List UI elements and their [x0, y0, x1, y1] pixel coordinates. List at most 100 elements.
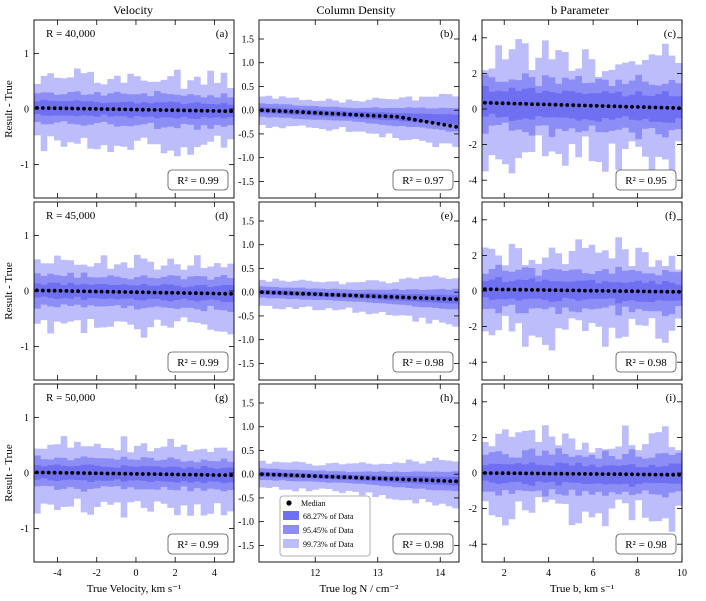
median-point	[140, 290, 145, 295]
median-point	[647, 472, 652, 477]
median-point	[424, 478, 429, 483]
median-point	[105, 107, 110, 111]
median-point	[46, 470, 51, 475]
median-point	[111, 471, 116, 476]
median-point	[117, 290, 122, 294]
y-tick-label: -4	[469, 540, 477, 551]
median-point	[313, 292, 317, 296]
x-tick-label: 2	[502, 568, 507, 579]
y-axis-label: Result - True	[3, 262, 15, 320]
y-tick-label: 1.0	[242, 240, 255, 251]
median-point	[170, 472, 175, 477]
median-point	[454, 297, 458, 302]
median-point	[671, 106, 676, 110]
median-point	[454, 124, 458, 129]
median-point	[205, 473, 210, 477]
median-point	[289, 109, 294, 114]
median-point	[342, 112, 347, 117]
median-point	[418, 478, 423, 482]
median-point	[494, 287, 499, 292]
median-point	[541, 471, 546, 476]
median-point	[383, 294, 388, 299]
median-point	[342, 475, 347, 480]
y-tick-label: -1.0	[238, 335, 254, 346]
median-point	[641, 289, 646, 294]
y-tick-label: -0.5	[238, 493, 254, 504]
r2-label: R² = 0.98	[625, 357, 667, 369]
median-point	[289, 473, 294, 478]
y-tick-label: -0.5	[238, 311, 254, 322]
median-point	[389, 477, 394, 481]
median-point	[583, 103, 587, 108]
median-point	[277, 109, 282, 113]
median-point	[506, 287, 511, 292]
median-point	[182, 108, 186, 113]
median-point	[407, 116, 411, 121]
y-tick-label: 0.0	[242, 470, 255, 481]
median-point	[170, 290, 175, 295]
median-point	[636, 289, 640, 294]
median-point	[93, 471, 98, 476]
median-point	[506, 471, 511, 476]
median-point	[205, 108, 210, 113]
median-point	[64, 471, 69, 475]
median-point	[193, 472, 198, 477]
panel-frame	[258, 201, 460, 381]
median-point	[641, 472, 646, 477]
column-title-column-density: Column Density	[316, 3, 395, 17]
y-tick-label: 0	[472, 469, 477, 480]
y-tick-label: 1.0	[242, 58, 255, 69]
band-68-area	[482, 462, 682, 487]
median-point	[129, 471, 134, 476]
median-point	[659, 289, 664, 294]
y-tick-label: -1.5	[238, 541, 254, 552]
median-point	[40, 470, 45, 475]
median-point	[659, 105, 664, 110]
median-point	[117, 471, 122, 476]
panel-d: -1 0 1 (d) R = 45,000 R² = 0.99 Result - True	[3, 201, 235, 381]
median-point	[606, 472, 611, 476]
median-point	[164, 108, 169, 112]
median-point	[318, 474, 323, 479]
x-tick-label: 4	[212, 568, 217, 579]
y-axis-label: Result - True	[3, 80, 15, 138]
median-point	[600, 472, 605, 476]
median-point	[324, 292, 329, 297]
panel-i: 2 4 6 8 10 -4 -2 0 2 4 (i) R² = 0.98 True b, km s⁻¹	[469, 383, 687, 595]
median-point	[594, 288, 599, 293]
median-point	[52, 106, 57, 111]
y-tick-label: 4	[472, 397, 477, 408]
median-point	[88, 106, 92, 111]
median-point	[488, 471, 493, 475]
median-point	[301, 291, 305, 296]
median-point	[618, 289, 623, 293]
median-point	[82, 106, 86, 111]
median-point	[524, 102, 528, 106]
median-point	[129, 290, 134, 294]
r2-box	[392, 169, 454, 191]
panel-plot-area	[259, 93, 459, 147]
median-point	[223, 291, 228, 296]
x-tick-label: 14	[435, 568, 445, 579]
median-point	[483, 100, 487, 105]
median-point	[530, 471, 534, 476]
median-point	[360, 476, 364, 480]
median-point	[199, 108, 204, 113]
median-point	[547, 471, 552, 476]
median-point	[348, 475, 353, 480]
median-point	[512, 471, 517, 476]
median-point	[600, 288, 605, 293]
median-point	[588, 103, 593, 108]
median-point	[577, 288, 581, 293]
y-tick-label: -1.5	[238, 177, 254, 188]
median-point	[354, 112, 358, 117]
median-point	[612, 472, 617, 477]
x-tick-label: -2	[93, 568, 101, 579]
median-point	[271, 472, 276, 477]
median-point	[530, 288, 534, 292]
median-point	[330, 111, 335, 116]
median-point	[553, 471, 558, 476]
median-point	[677, 106, 681, 110]
y-tick-label: 0.0	[242, 106, 255, 117]
x-axis-label: True b, km s⁻¹	[550, 583, 614, 595]
